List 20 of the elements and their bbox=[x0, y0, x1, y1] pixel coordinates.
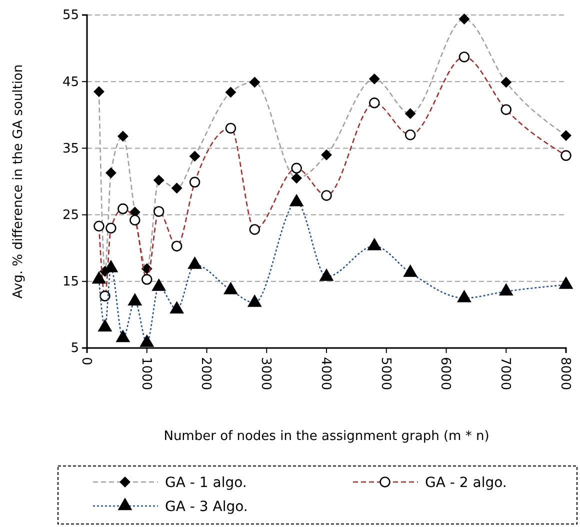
x-tick-label: 4000 bbox=[318, 357, 333, 390]
x-tick-label: 5000 bbox=[378, 357, 393, 390]
y-tick-label: 35 bbox=[62, 141, 79, 156]
y-tick-label: 5 bbox=[70, 341, 79, 356]
y-tick-label: 25 bbox=[62, 208, 79, 223]
x-tick-label: 0 bbox=[78, 357, 94, 366]
x-tick-label: 3000 bbox=[258, 357, 274, 390]
y-axis-title: Avg. % difference in the GA soultion bbox=[11, 64, 26, 299]
x-tick-label: 2000 bbox=[198, 357, 214, 390]
x-axis-title: Number of nodes in the assignment graph (m * n) bbox=[164, 429, 490, 444]
legend-label: GA - 3 Algo. bbox=[165, 498, 248, 515]
y-tick-label: 15 bbox=[62, 274, 79, 290]
legend-label: GA - 1 algo. bbox=[165, 474, 247, 491]
x-tick-label: 6000 bbox=[438, 357, 453, 390]
y-tick-label: 45 bbox=[62, 74, 79, 90]
x-tick-label: 1000 bbox=[138, 357, 154, 390]
x-tick-label: 8000 bbox=[557, 357, 572, 390]
x-tick-label: 7000 bbox=[498, 357, 513, 390]
legend-label: GA - 2 algo. bbox=[425, 474, 507, 491]
y-tick-label: 55 bbox=[62, 8, 79, 24]
